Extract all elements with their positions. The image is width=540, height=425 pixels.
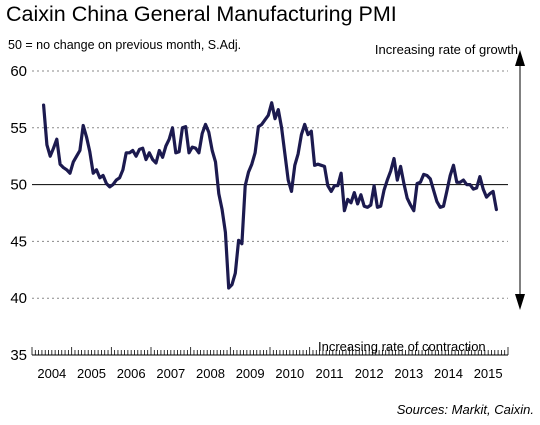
arrow-down-head <box>515 294 525 310</box>
x-tick-label-2010: 2010 <box>275 366 304 381</box>
x-tick-label-2011: 2011 <box>316 366 344 381</box>
y-tick-label-45: 45 <box>10 233 27 250</box>
x-tick-label-2005: 2005 <box>77 366 106 381</box>
x-tick-label-2012: 2012 <box>355 366 384 381</box>
chart-subtitle: 50 = no change on previous month, S.Adj. <box>8 38 242 52</box>
x-tick-label-2013: 2013 <box>394 366 423 381</box>
y-tick-label-40: 40 <box>10 290 27 307</box>
chart-title: Caixin China General Manufacturing PMI <box>6 2 397 26</box>
x-tick-label-2008: 2008 <box>196 366 225 381</box>
growth-annotation: Increasing rate of growth <box>374 42 518 57</box>
y-tick-label-55: 55 <box>10 120 27 137</box>
contraction-annotation: Increasing rate of contraction <box>318 339 486 354</box>
y-tick-label-35: 35 <box>10 347 27 364</box>
x-tick-label-2004: 2004 <box>37 366 66 381</box>
y-tick-label-50: 50 <box>10 177 27 194</box>
y-tick-label-60: 60 <box>10 63 27 80</box>
x-tick-label-2009: 2009 <box>236 366 265 381</box>
x-tick-label-2006: 2006 <box>117 366 146 381</box>
x-tick-label-2014: 2014 <box>434 366 463 381</box>
source-note: Sources: Markit, Caixin. <box>396 402 534 417</box>
pmi-series-line <box>41 101 498 290</box>
arrow-up-head <box>515 50 525 66</box>
x-tick-label-2007: 2007 <box>156 366 185 381</box>
x-tick-label-2015: 2015 <box>474 366 503 381</box>
